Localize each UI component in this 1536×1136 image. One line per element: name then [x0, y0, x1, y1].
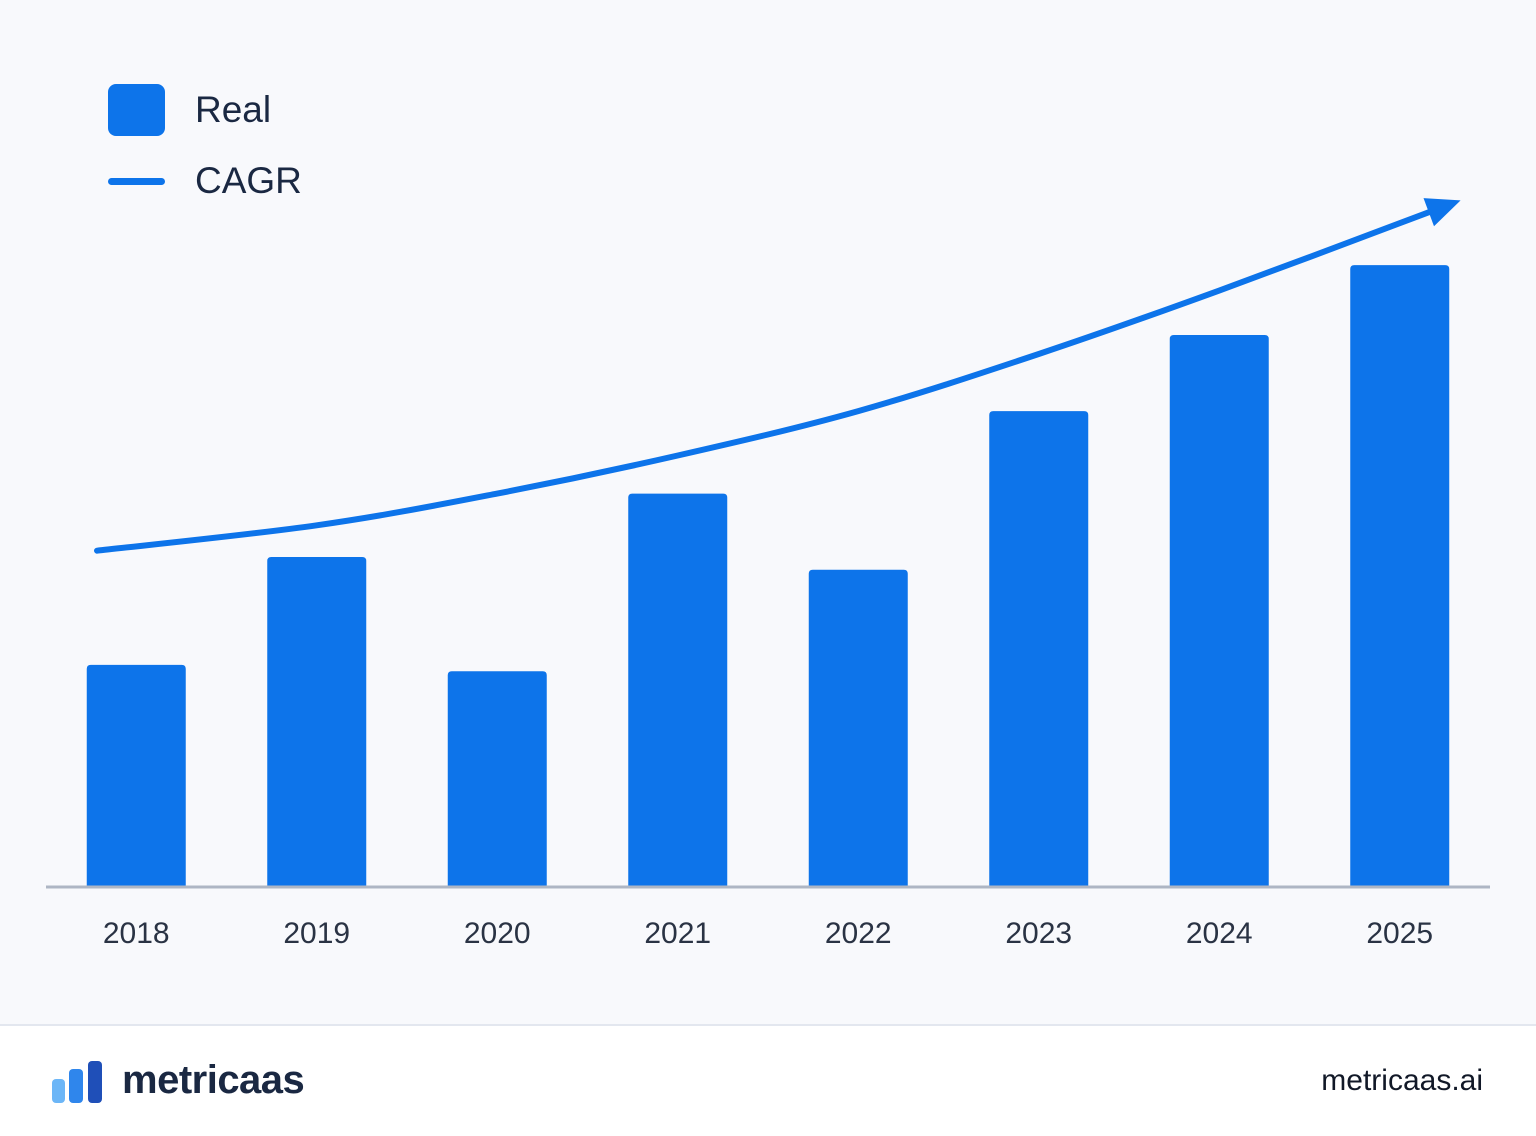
metricaas-logo-icon	[52, 1061, 102, 1103]
bar-chart: 2018 2019 2020 2021 2022 2023 2024 2025	[46, 198, 1490, 950]
cagr-trend-line	[94, 205, 1443, 554]
bar-2022	[808, 569, 908, 887]
bar-2020	[447, 671, 547, 887]
x-tick-label-2021: 2021	[644, 917, 711, 950]
x-tick-label-2020: 2020	[464, 917, 531, 950]
legend-swatch-cagr	[108, 177, 165, 185]
legend-label-real: Real	[195, 89, 272, 130]
legend-item-cagr: CAGR	[108, 160, 302, 202]
brand-url[interactable]: metricaas.ai	[1321, 1064, 1483, 1097]
x-tick-label-2025: 2025	[1366, 917, 1433, 950]
brand-name: metricaas	[122, 1058, 305, 1102]
bar-2018	[86, 664, 186, 887]
legend-label-cagr: CAGR	[195, 160, 302, 201]
x-tick-label-2018: 2018	[103, 917, 170, 950]
chart-area: 2018 2019 2020 2021 2022 2023 2024 2025 Real CA…	[46, 84, 1490, 950]
bar-2024	[1169, 334, 1269, 888]
cagr-arrow-icon	[1423, 198, 1461, 227]
x-tick-label-2023: 2023	[1005, 917, 1072, 950]
x-tick-label-2024: 2024	[1186, 917, 1253, 950]
bar-2021	[628, 493, 728, 887]
bar-2023	[989, 411, 1089, 887]
bar-2019	[267, 557, 367, 887]
x-tick-label-2022: 2022	[825, 917, 892, 950]
bar-2025	[1350, 265, 1450, 887]
legend-item-real: Real	[108, 84, 271, 136]
legend-swatch-real	[108, 84, 165, 136]
footer: metricaas metricaas.ai	[0, 1024, 1536, 1136]
x-tick-label-2019: 2019	[283, 917, 350, 950]
